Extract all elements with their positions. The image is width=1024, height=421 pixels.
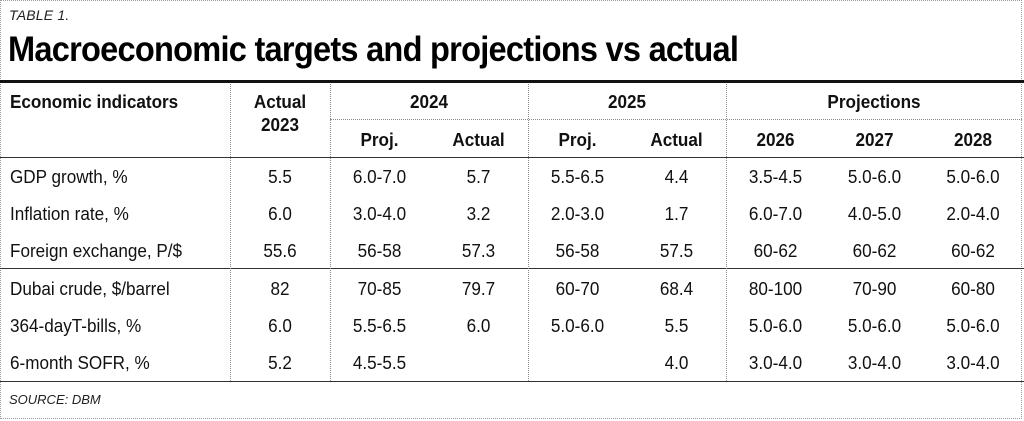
column-divider [330, 84, 331, 381]
row-label: Dubai crude, $/barrel [10, 279, 170, 299]
table-cell: 82 [270, 279, 290, 299]
header-bottom-rule [0, 157, 1024, 158]
header-economic-indicators: Economic indicators [10, 92, 179, 112]
table-title: Macroeconomic targets and projections vs… [8, 30, 739, 69]
header-actual-2023-line2: 2023 [260, 115, 300, 135]
table-cell: 5.0-6.0 [946, 316, 1000, 336]
row-label: 364-dayT-bills, % [10, 316, 142, 336]
table-cell: 5.5-6.5 [550, 167, 605, 187]
table-cell: 4.0 [664, 353, 689, 373]
subheader-2026: 2026 [756, 130, 795, 150]
row-label: Foreign exchange, P/$ [10, 241, 183, 261]
row-group-rule [0, 268, 1024, 269]
column-divider [726, 84, 727, 381]
table-cell: 56-58 [357, 241, 402, 261]
table-cell: 60-62 [852, 241, 897, 261]
table-cell: 4.0-5.0 [847, 204, 902, 224]
table-cell: 5.2 [268, 353, 292, 373]
header-actual-2023-line1: Actual [253, 92, 307, 112]
table-cell: 60-80 [951, 279, 995, 299]
table-cell: 57.5 [659, 241, 694, 261]
table-cell: 3.0-4.0 [847, 353, 902, 373]
table-cell: 3.0-4.0 [352, 204, 407, 224]
table-cell: 4.4 [664, 167, 689, 187]
table-cell: 57.3 [461, 241, 496, 261]
footer-rule [0, 381, 1024, 382]
row-label: GDP growth, % [10, 167, 128, 187]
table-cell: 5.5-6.5 [352, 316, 407, 336]
table-number-label: TABLE 1. [9, 7, 70, 23]
table-cell: 5.0-6.0 [847, 316, 902, 336]
row-label: 6-month SOFR, % [10, 353, 150, 373]
table-cell: 5.0-6.0 [847, 167, 902, 187]
header-group-2024: 2024 [409, 92, 449, 112]
table-cell: 79.7 [461, 279, 496, 299]
table-cell: 60-62 [753, 241, 798, 261]
subheader-2024-proj: Proj. [360, 130, 399, 150]
subheader-2027: 2027 [855, 130, 894, 150]
table-cell: 2.0-3.0 [550, 204, 605, 224]
table-cell: 70-85 [357, 279, 402, 299]
header-group-projections: Projections [827, 92, 921, 112]
table-cell: 5.5 [268, 167, 292, 187]
row-label: Inflation rate, % [10, 204, 129, 224]
table-cell: 60-70 [555, 279, 600, 299]
table-cell: 68.4 [659, 279, 694, 299]
table-cell: 5.0-6.0 [748, 316, 803, 336]
subheader-2025-actual: Actual [650, 130, 703, 150]
table-cell: 6.0-7.0 [352, 167, 407, 187]
table-cell: 80-100 [748, 279, 803, 299]
table-cell: 60-62 [951, 241, 995, 261]
table-cell: 5.0-6.0 [550, 316, 605, 336]
group-header-rule [330, 119, 1022, 120]
table-cell: 55.6 [263, 241, 297, 261]
subheader-2024-actual: Actual [452, 130, 505, 150]
header-group-2025: 2025 [607, 92, 647, 112]
title-rule [0, 80, 1024, 83]
column-divider [230, 84, 231, 381]
table-cell: 5.7 [466, 167, 491, 187]
table-cell: 6.0 [268, 204, 292, 224]
table-cell: 4.5-5.5 [352, 353, 407, 373]
column-divider [528, 84, 529, 381]
table-cell: 70-90 [852, 279, 897, 299]
table-cell: 3.2 [466, 204, 491, 224]
table-cell: 6.0 [466, 316, 491, 336]
table-cell: 6.0-7.0 [748, 204, 803, 224]
table-cell: 5.0-6.0 [946, 167, 1000, 187]
table-cell: 5.5 [664, 316, 689, 336]
table-cell: 1.7 [664, 204, 689, 224]
table-cell: 3.0-4.0 [748, 353, 803, 373]
source-note: SOURCE: DBM [9, 392, 101, 407]
table-cell: 56-58 [555, 241, 600, 261]
subheader-2028: 2028 [953, 130, 993, 150]
table-cell: 3.5-4.5 [748, 167, 803, 187]
subheader-2025-proj: Proj. [558, 130, 597, 150]
table-cell: 2.0-4.0 [946, 204, 1000, 224]
table-cell: 6.0 [268, 316, 292, 336]
table-cell: 3.0-4.0 [946, 353, 1000, 373]
